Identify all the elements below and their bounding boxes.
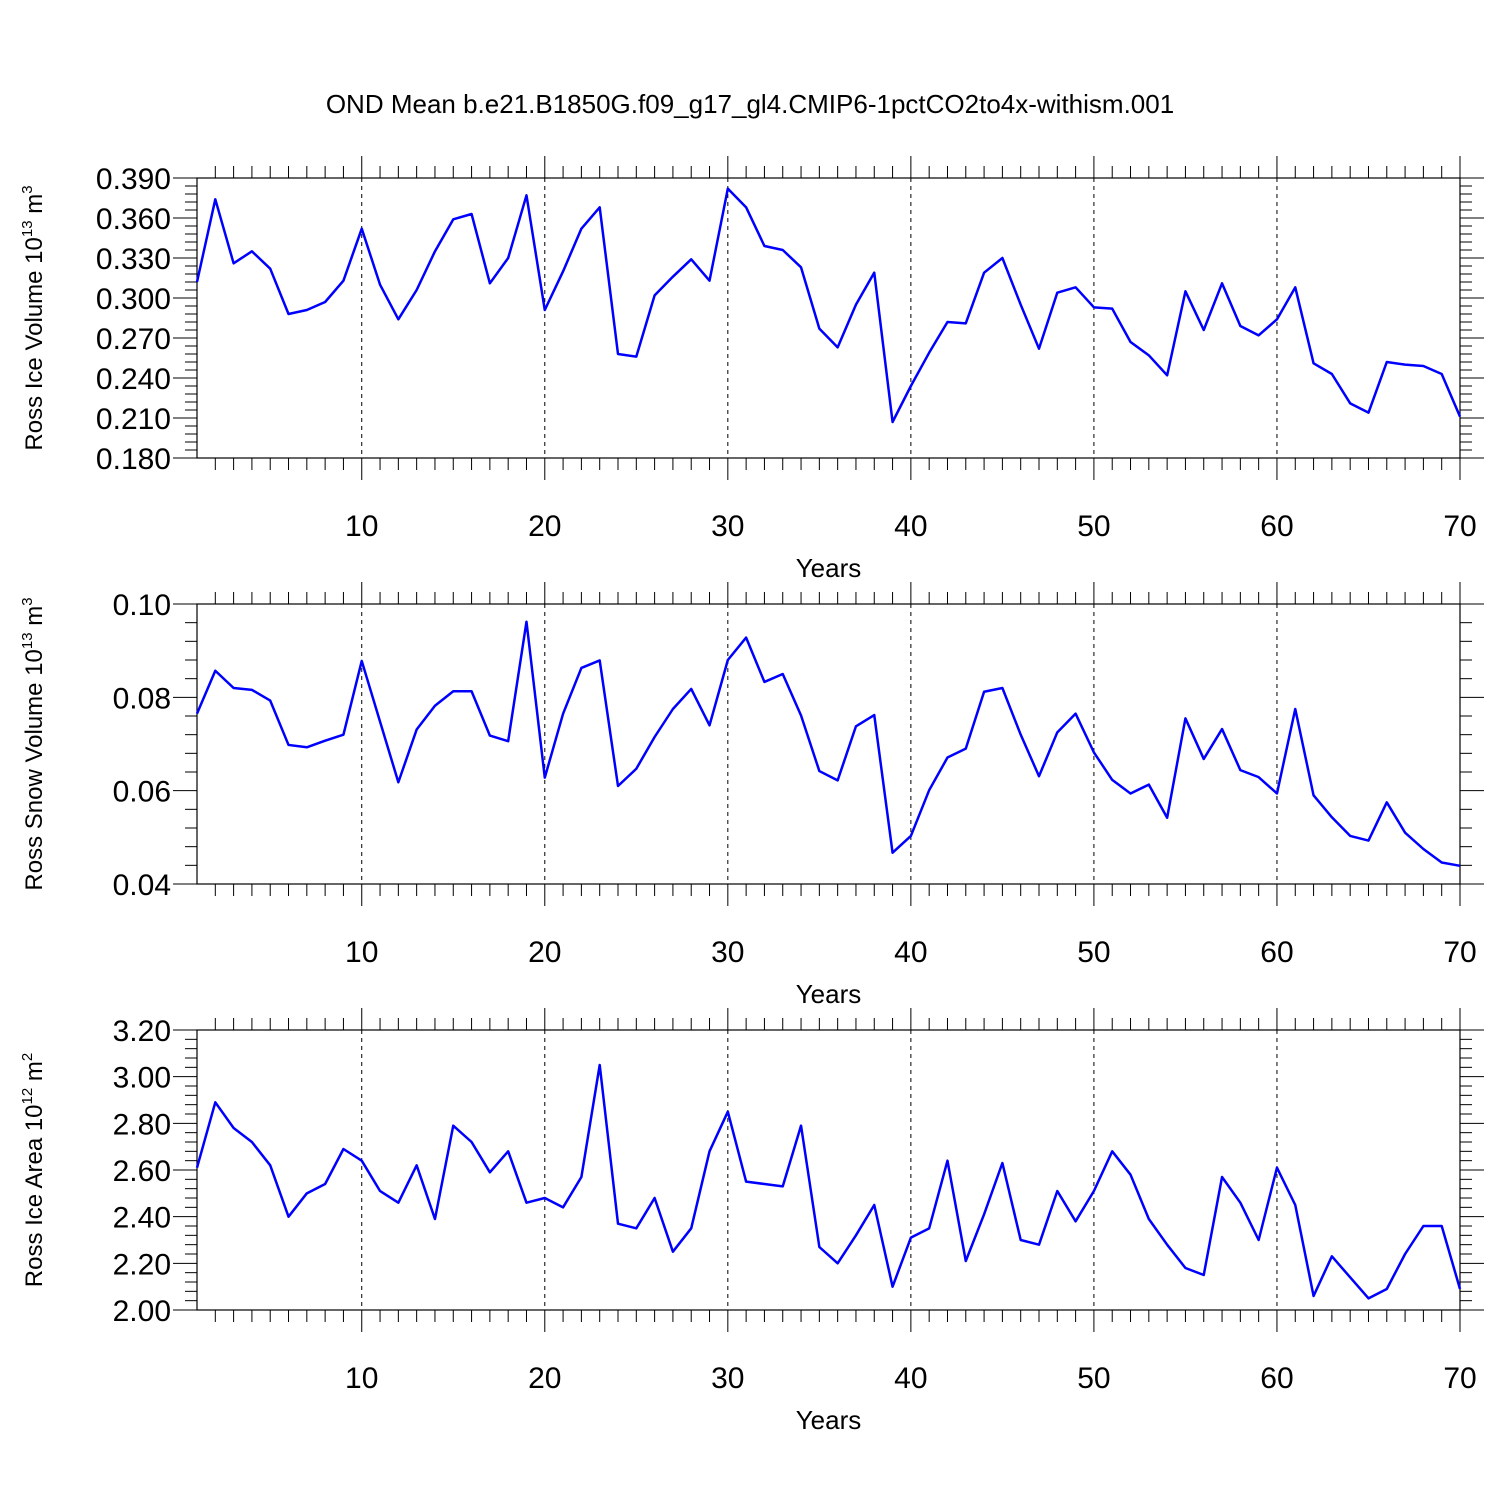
- x-tick-label: 60: [1260, 510, 1293, 543]
- y-tick-label: 0.270: [96, 323, 171, 356]
- y-tick-label: 0.390: [96, 163, 171, 196]
- x-tick-label: 70: [1443, 510, 1476, 543]
- y-tick-label: 0.06: [113, 776, 171, 809]
- y-tick-label: 0.360: [96, 203, 171, 236]
- series-line: [195, 187, 1462, 424]
- panel-1: 0.180 0.210 0.240 0.270 0.300 0.330 0.360 0.390…: [19, 156, 1484, 583]
- plot-frame: [196, 603, 1461, 885]
- y-tick-label: 0.08: [113, 682, 171, 715]
- series-line: [195, 1063, 1462, 1300]
- y-tick-label: 2.60: [113, 1155, 171, 1188]
- x-tick-label: 10: [345, 936, 378, 969]
- x-tick-label: 50: [1077, 1362, 1110, 1395]
- x-tick-label: 40: [894, 1362, 927, 1395]
- y-tick-label: 2.00: [113, 1295, 171, 1328]
- y-tick-label: 3.20: [113, 1015, 171, 1048]
- series-line: [195, 620, 1461, 868]
- x-tick-label: 20: [528, 510, 561, 543]
- x-tick-label: 10: [345, 510, 378, 543]
- panel-2: 0.04 0.06 0.08 0.10 10 20 30 40 50 60 70 Years Ross …: [19, 582, 1484, 1009]
- y-tick-label: 0.300: [96, 283, 171, 316]
- x-axis-label: Years: [796, 1405, 862, 1435]
- x-axis-label: Years: [796, 979, 862, 1009]
- y-tick-label: 2.40: [113, 1202, 171, 1235]
- x-tick-label: 60: [1260, 1362, 1293, 1395]
- y-axis-label: Ross Snow Volume 1013 m3: [19, 597, 48, 890]
- y-tick-label: 2.20: [113, 1248, 171, 1281]
- y-tick-label: 0.240: [96, 363, 171, 396]
- y-tick-label: 0.04: [113, 869, 171, 902]
- x-tick-label: 60: [1260, 936, 1293, 969]
- x-tick-label: 30: [711, 936, 744, 969]
- y-tick-label: 0.210: [96, 403, 171, 436]
- y-axis-label: Ross Ice Volume 1013 m3: [19, 185, 48, 450]
- x-tick-label: 40: [894, 936, 927, 969]
- y-axis-label: Ross Ice Area 1012 m2: [19, 1053, 48, 1287]
- y-tick-label: 2.80: [113, 1108, 171, 1141]
- x-tick-label: 50: [1077, 510, 1110, 543]
- x-tick-label: 20: [528, 936, 561, 969]
- x-tick-label: 70: [1443, 936, 1476, 969]
- y-tick-label: 0.180: [96, 443, 171, 476]
- panel-3: 2.00 2.20 2.40 2.60 2.80 3.00 3.20 10 20 30 40 50 60…: [19, 1008, 1484, 1435]
- x-axis-label: Years: [796, 553, 862, 583]
- x-tick-label: 70: [1443, 1362, 1476, 1395]
- plot-frame: [196, 1029, 1461, 1311]
- x-tick-label: 30: [711, 510, 744, 543]
- y-tick-label: 0.10: [113, 589, 171, 622]
- x-tick-label: 30: [711, 1362, 744, 1395]
- plot-frame: [196, 177, 1461, 459]
- y-tick-label: 3.00: [113, 1062, 171, 1095]
- y-tick-label: 0.330: [96, 243, 171, 276]
- x-tick-label: 10: [345, 1362, 378, 1395]
- chart-title: OND Mean b.e21.B1850G.f09_g17_gl4.CMIP6-…: [326, 89, 1174, 119]
- x-tick-label: 20: [528, 1362, 561, 1395]
- x-tick-label: 50: [1077, 936, 1110, 969]
- x-tick-label: 40: [894, 510, 927, 543]
